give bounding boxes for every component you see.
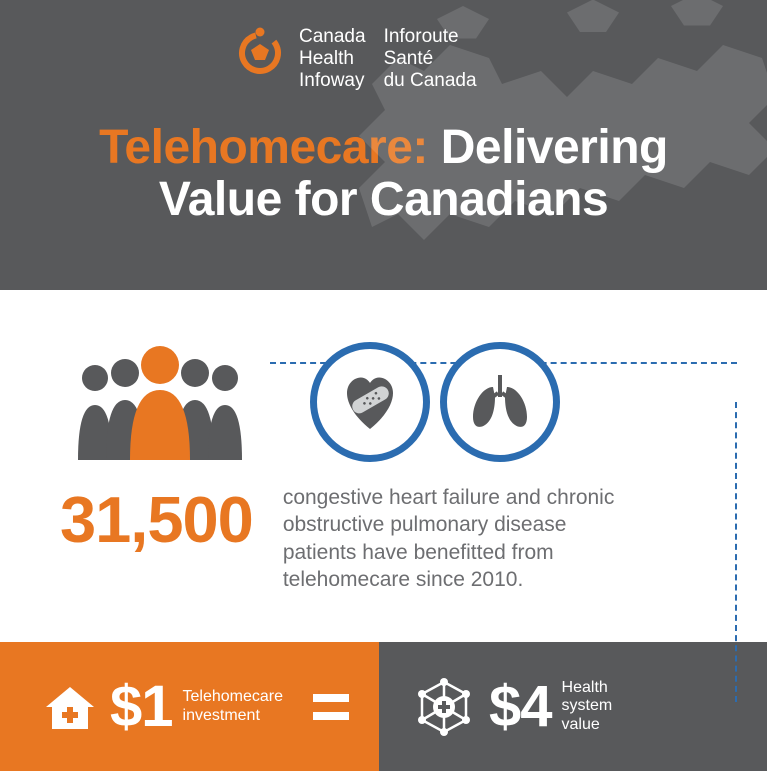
right-caption-1: Health — [562, 679, 613, 697]
left-amount: $1 — [110, 673, 173, 740]
right-amount: $4 — [489, 673, 552, 740]
logo-fr-2: Santé — [384, 48, 477, 70]
divider — [0, 290, 767, 302]
logo: Canada Health Infoway Inforoute Santé du… — [0, 0, 767, 92]
logo-fr-1: Inforoute — [384, 26, 477, 48]
lungs-ring — [440, 342, 560, 462]
stat-section: 31,500 congestive heart failure and chro… — [0, 302, 767, 642]
equals-icon — [313, 694, 349, 720]
stat-description: congestive heart failure and chronic obs… — [283, 482, 643, 593]
right-caption-2: system — [562, 697, 613, 715]
value-left: $1 Telehomecare investment — [0, 642, 379, 771]
page-title: Telehomecare: Delivering Value for Canad… — [0, 92, 767, 228]
right-caption-3: value — [562, 716, 613, 734]
lungs-icon — [465, 367, 535, 437]
left-caption-2: investment — [183, 707, 284, 725]
title-accent: Telehomecare: — [99, 121, 428, 174]
logo-icon — [235, 26, 285, 76]
heart-ring — [310, 342, 430, 462]
left-caption-1: Telehomecare — [183, 688, 284, 706]
logo-text-fr: Inforoute Santé du Canada — [384, 26, 477, 92]
logo-text-en: Canada Health Infoway — [299, 26, 366, 92]
value-right: $4 Health system value — [379, 642, 767, 771]
network-plus-icon — [409, 672, 479, 742]
logo-en-3: Infoway — [299, 70, 366, 92]
value-bar: $1 Telehomecare investment $4 Health sys… — [0, 642, 767, 771]
dashed-connector-v — [735, 402, 737, 702]
logo-en-2: Health — [299, 48, 366, 70]
logo-en-1: Canada — [299, 26, 366, 48]
header: Canada Health Infoway Inforoute Santé du… — [0, 0, 767, 290]
stat-number: 31,500 — [60, 482, 253, 557]
house-plus-icon — [40, 681, 100, 733]
logo-fr-3: du Canada — [384, 70, 477, 92]
heart-bandage-icon — [335, 367, 405, 437]
people-icon — [60, 345, 260, 460]
